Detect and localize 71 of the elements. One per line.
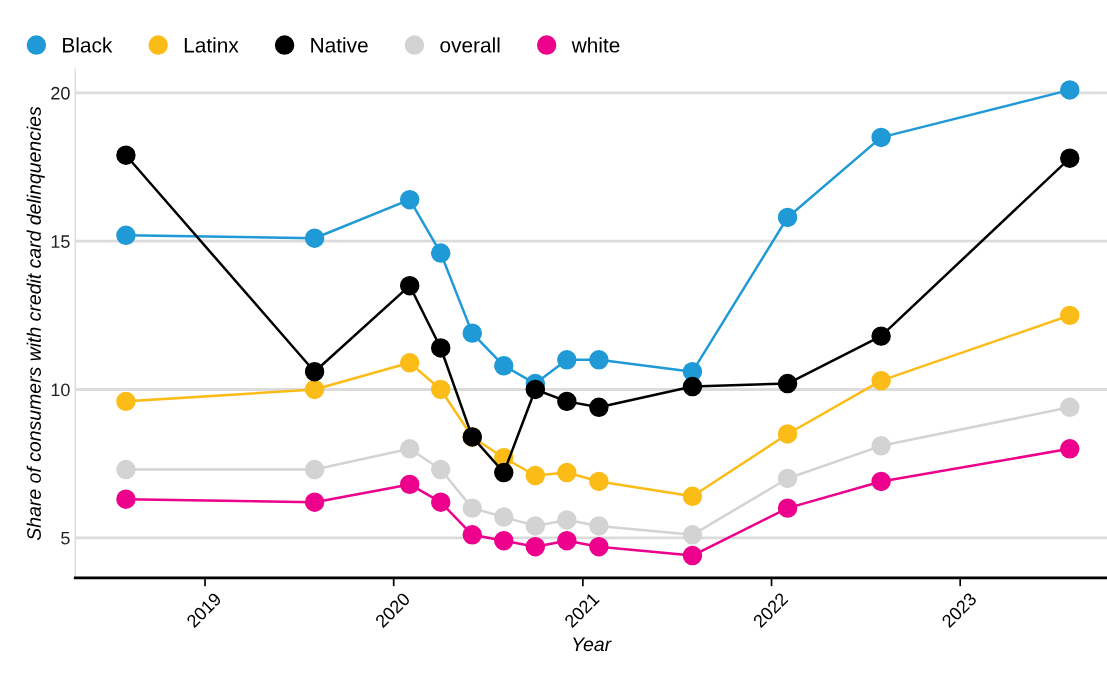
point	[430, 459, 451, 480]
point	[557, 350, 577, 370]
point	[304, 361, 325, 382]
point	[871, 370, 891, 391]
point	[462, 525, 482, 545]
point	[304, 379, 325, 400]
point	[430, 492, 451, 512]
point	[1060, 80, 1080, 100]
point	[557, 462, 577, 483]
point	[399, 189, 420, 210]
point	[430, 379, 451, 400]
y-axis-title: Share of consumers with credit card delinquencies	[26, 106, 45, 541]
point	[462, 323, 482, 343]
point	[116, 391, 136, 412]
point	[494, 507, 514, 527]
point	[304, 228, 325, 248]
point	[494, 531, 514, 551]
point	[871, 436, 891, 456]
point	[116, 145, 136, 165]
legend-label: Black	[63, 37, 113, 53]
x-axis-title: Year	[573, 637, 612, 652]
point	[304, 492, 325, 512]
point	[304, 459, 325, 480]
point	[430, 243, 451, 263]
point	[557, 531, 577, 551]
point	[399, 439, 420, 459]
point	[399, 474, 420, 495]
point	[399, 275, 420, 296]
point	[871, 471, 891, 492]
point	[116, 459, 136, 480]
legend-label: Latinx	[184, 37, 239, 53]
point	[777, 498, 798, 518]
point	[525, 379, 546, 400]
point	[871, 127, 891, 148]
point	[777, 468, 798, 489]
point	[682, 486, 703, 506]
point	[525, 516, 546, 536]
y-tick-label: 10	[51, 383, 70, 397]
legend-label: white	[571, 37, 620, 53]
point	[777, 207, 798, 228]
point	[116, 225, 136, 246]
point	[557, 510, 577, 530]
point	[557, 391, 577, 412]
legend-label: Native	[311, 37, 368, 53]
point	[777, 424, 798, 444]
point	[589, 516, 609, 536]
point	[589, 536, 609, 557]
point	[399, 353, 420, 373]
y-tick-label: 5	[61, 531, 70, 545]
point	[1060, 439, 1080, 459]
point	[116, 489, 136, 509]
point	[589, 397, 609, 418]
point	[682, 376, 703, 397]
point	[682, 545, 703, 566]
point	[462, 498, 482, 518]
point	[777, 373, 798, 394]
point	[494, 462, 514, 483]
legend-label: overall	[440, 37, 500, 53]
point	[589, 471, 609, 492]
point	[430, 338, 451, 358]
point	[494, 356, 514, 376]
point	[871, 326, 891, 346]
point	[1060, 305, 1080, 326]
y-tick-label: 15	[51, 235, 70, 248]
point	[682, 525, 703, 545]
y-tick-label: 20	[51, 86, 70, 100]
point	[525, 465, 546, 486]
point	[589, 350, 609, 370]
point	[525, 536, 546, 557]
point	[1060, 148, 1080, 168]
point	[1060, 397, 1080, 418]
